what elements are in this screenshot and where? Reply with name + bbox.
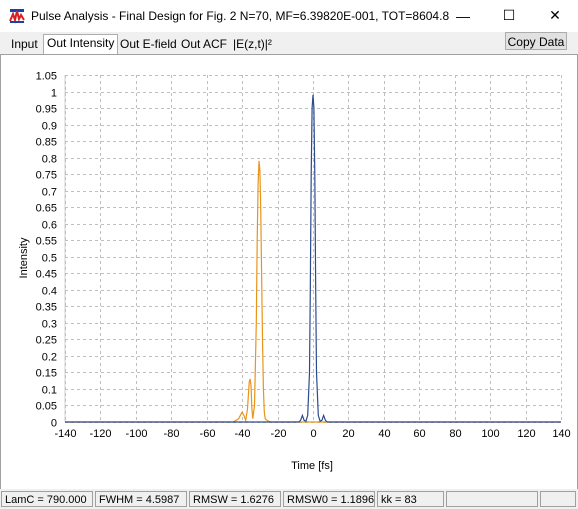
y-tick-label: 0.5 bbox=[42, 253, 57, 265]
y-tick-label: 0.65 bbox=[36, 203, 57, 215]
y-axis-ticks: 0 0.05 0.1 0.15 0.2 0.25 0.3 0.35 0.4 0.45 0.5 0.55… bbox=[36, 71, 57, 430]
window-title: Pulse Analysis - Final Design for Fig. 2… bbox=[31, 9, 450, 23]
chart-series bbox=[65, 94, 561, 423]
x-axis-label: Time [fs] bbox=[291, 460, 333, 472]
status-rmsw: RMSW = 1.6276 bbox=[189, 491, 281, 507]
x-tick-label: -20 bbox=[271, 428, 287, 440]
x-tick-label: -80 bbox=[164, 428, 180, 440]
copy-data-button[interactable]: Copy Data bbox=[505, 32, 567, 50]
tab-e-field-z-t[interactable]: |E(z,t)|² bbox=[233, 37, 272, 51]
y-tick-label: 0.3 bbox=[42, 319, 57, 331]
y-tick-label: 0.8 bbox=[42, 154, 57, 166]
chart-grid bbox=[64, 75, 562, 423]
x-tick-label: -140 bbox=[54, 428, 76, 440]
tab-bar: Input Out Intensity Out E-field Out ACF … bbox=[0, 32, 578, 54]
y-tick-label: 0.55 bbox=[36, 236, 57, 248]
x-tick-label: -100 bbox=[125, 428, 147, 440]
x-tick-label: -120 bbox=[89, 428, 111, 440]
x-tick-label: -40 bbox=[235, 428, 251, 440]
series-line-2 bbox=[65, 94, 561, 423]
x-axis-ticks: -140 -120 -100 -80 -60 -40 -20 0 20 40 60 80 100 120 1… bbox=[54, 428, 570, 440]
status-rmsw0: RMSW0 = 1.1896 bbox=[283, 491, 375, 507]
title-bar: Pulse Analysis - Final Design for Fig. 2… bbox=[0, 0, 578, 32]
y-tick-label: 0.2 bbox=[42, 352, 57, 364]
y-tick-label: 0.4 bbox=[42, 286, 57, 298]
x-tick-label: 100 bbox=[481, 428, 499, 440]
x-tick-label: -60 bbox=[200, 428, 216, 440]
y-tick-label: 0.15 bbox=[36, 368, 57, 380]
y-tick-label: 0.35 bbox=[36, 302, 57, 314]
x-tick-label: 120 bbox=[517, 428, 535, 440]
plot-panel: -140 -120 -100 -80 -60 -40 -20 0 20 40 60 80 100 120 1… bbox=[0, 54, 578, 490]
tab-input[interactable]: Input bbox=[11, 37, 38, 51]
y-tick-label: 1.05 bbox=[36, 71, 57, 83]
close-button[interactable]: ✕ bbox=[549, 7, 561, 23]
status-fwhm: FWHM = 4.5987 bbox=[95, 491, 187, 507]
status-kk: kk = 83 bbox=[377, 491, 444, 507]
y-tick-label: 0.95 bbox=[36, 104, 57, 116]
minimize-button[interactable]: — bbox=[456, 7, 470, 24]
series-line-1 bbox=[65, 160, 561, 423]
y-tick-label: 0.75 bbox=[36, 170, 57, 182]
status-empty-2 bbox=[540, 491, 576, 507]
status-bar: LamC = 790.000 FWHM = 4.5987 RMSW = 1.62… bbox=[0, 489, 578, 509]
x-tick-label: 80 bbox=[449, 428, 461, 440]
y-tick-label: 0.85 bbox=[36, 137, 57, 149]
y-tick-label: 0.7 bbox=[42, 187, 57, 199]
status-empty-1 bbox=[446, 491, 538, 507]
y-tick-label: 0 bbox=[51, 418, 57, 430]
x-tick-label: 60 bbox=[413, 428, 425, 440]
x-tick-label: 40 bbox=[378, 428, 390, 440]
pulse-chart-app-icon bbox=[9, 8, 25, 24]
tab-out-intensity[interactable]: Out Intensity bbox=[43, 34, 119, 54]
status-lamc: LamC = 790.000 bbox=[1, 491, 93, 507]
tab-out-e-field[interactable]: Out E-field bbox=[120, 37, 177, 51]
y-tick-label: 0.6 bbox=[42, 220, 57, 232]
y-tick-label: 1 bbox=[51, 88, 57, 100]
x-tick-label: 20 bbox=[342, 428, 354, 440]
y-tick-label: 0.45 bbox=[36, 269, 57, 281]
y-tick-label: 0.25 bbox=[36, 335, 57, 347]
maximize-button[interactable]: ☐ bbox=[502, 7, 516, 23]
y-tick-label: 0.05 bbox=[36, 401, 57, 413]
y-axis-label: Intensity bbox=[18, 237, 30, 278]
x-tick-label: 140 bbox=[552, 428, 570, 440]
intensity-chart: -140 -120 -100 -80 -60 -40 -20 0 20 40 60 80 100 120 1… bbox=[18, 71, 571, 473]
tab-out-acf[interactable]: Out ACF bbox=[181, 37, 228, 51]
x-tick-label: 0 bbox=[310, 428, 316, 440]
y-tick-label: 0.9 bbox=[42, 121, 57, 133]
y-tick-label: 0.1 bbox=[42, 385, 57, 397]
